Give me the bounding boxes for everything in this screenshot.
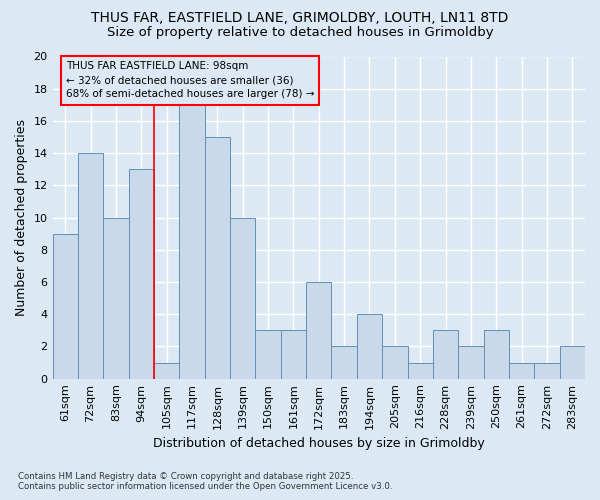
Bar [179, 105, 205, 378]
Bar [484, 330, 509, 378]
Bar [281, 330, 306, 378]
Bar [205, 137, 230, 378]
Text: Size of property relative to detached houses in Grimoldby: Size of property relative to detached ho… [107, 26, 493, 39]
Bar [534, 362, 560, 378]
Bar [154, 362, 179, 378]
Bar [103, 218, 128, 378]
Bar [509, 362, 534, 378]
Bar [78, 153, 103, 378]
Text: THUS FAR, EASTFIELD LANE, GRIMOLDBY, LOUTH, LN11 8TD: THUS FAR, EASTFIELD LANE, GRIMOLDBY, LOU… [91, 11, 509, 25]
Bar [560, 346, 585, 378]
Bar [128, 170, 154, 378]
Bar [433, 330, 458, 378]
Text: Contains HM Land Registry data © Crown copyright and database right 2025.
Contai: Contains HM Land Registry data © Crown c… [18, 472, 392, 491]
Bar [331, 346, 357, 378]
Bar [306, 282, 331, 378]
Y-axis label: Number of detached properties: Number of detached properties [15, 119, 28, 316]
Bar [53, 234, 78, 378]
X-axis label: Distribution of detached houses by size in Grimoldby: Distribution of detached houses by size … [153, 437, 485, 450]
Bar [458, 346, 484, 378]
Bar [230, 218, 256, 378]
Bar [382, 346, 407, 378]
Bar [256, 330, 281, 378]
Text: THUS FAR EASTFIELD LANE: 98sqm
← 32% of detached houses are smaller (36)
68% of : THUS FAR EASTFIELD LANE: 98sqm ← 32% of … [66, 62, 314, 100]
Bar [407, 362, 433, 378]
Bar [357, 314, 382, 378]
